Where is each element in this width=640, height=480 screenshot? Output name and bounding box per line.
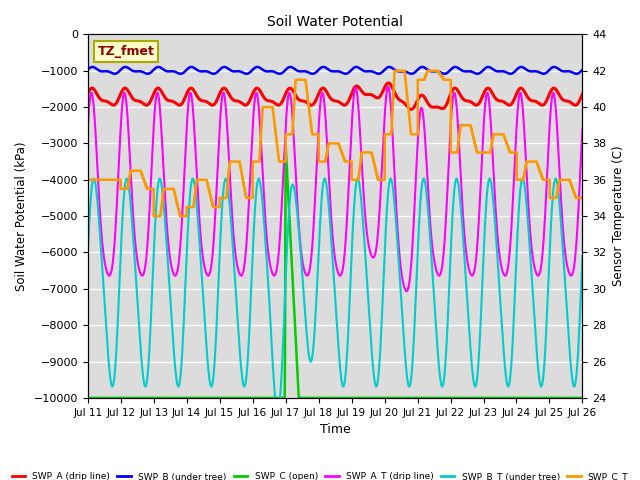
SWP_A_T (drip line) bbox=[84, 126, 92, 132]
Text: TZ_fmet: TZ_fmet bbox=[97, 45, 154, 58]
SWP_B_T (under tree) bbox=[354, 176, 362, 181]
SWP_C (open) bbox=[142, 395, 150, 401]
X-axis label: Time: Time bbox=[320, 423, 351, 436]
SWP_B_T (under tree) bbox=[122, 177, 130, 183]
SWP_B (under tree) bbox=[122, 64, 130, 70]
Line: SWP_A_T (drip line): SWP_A_T (drip line) bbox=[88, 86, 582, 291]
SWP_C_T bbox=[122, 186, 130, 192]
SWP_C_T bbox=[579, 195, 586, 201]
SWP_A_T (drip line) bbox=[122, 96, 130, 102]
SWP_B_T (under tree) bbox=[313, 283, 321, 288]
SWP_A (drip line) bbox=[313, 96, 321, 101]
SWP_B_T (under tree) bbox=[294, 217, 302, 223]
SWP_A_T (drip line) bbox=[313, 161, 321, 167]
SWP_C_T bbox=[142, 183, 150, 189]
SWP_A_T (drip line) bbox=[294, 204, 301, 210]
SWP_A (drip line) bbox=[304, 100, 312, 106]
SWP_A_T (drip line) bbox=[142, 257, 150, 263]
SWP_B_T (under tree) bbox=[142, 383, 150, 388]
SWP_C (open) bbox=[122, 395, 130, 401]
SWP_B_T (under tree) bbox=[366, 322, 374, 327]
SWP_C_T bbox=[391, 68, 399, 73]
SWP_C_T bbox=[84, 177, 92, 183]
SWP_C_T bbox=[304, 100, 312, 106]
SWP_A_T (drip line) bbox=[384, 84, 392, 89]
SWP_B (under tree) bbox=[579, 67, 586, 72]
SWP_A (drip line) bbox=[294, 96, 301, 101]
SWP_C (open) bbox=[294, 379, 302, 384]
SWP_C (open) bbox=[579, 395, 586, 401]
SWP_C_T bbox=[365, 150, 373, 156]
SWP_A_T (drip line) bbox=[365, 245, 373, 251]
SWP_B (under tree) bbox=[84, 67, 92, 72]
SWP_B (under tree) bbox=[304, 70, 312, 75]
SWP_C_T bbox=[294, 77, 302, 83]
SWP_A (drip line) bbox=[579, 91, 586, 97]
Legend: SWP_A (drip line), SWP_B (under tree), SWP_C (open), SWP_A_T (drip line), SWP_B_: SWP_A (drip line), SWP_B (under tree), S… bbox=[8, 469, 632, 480]
Y-axis label: Sensor Temperature (C): Sensor Temperature (C) bbox=[612, 146, 625, 287]
SWP_C_T bbox=[150, 213, 157, 219]
SWP_B (under tree) bbox=[474, 71, 481, 77]
SWP_A (drip line) bbox=[122, 85, 130, 91]
SWP_A (drip line) bbox=[365, 92, 373, 97]
Line: SWP_B_T (under tree): SWP_B_T (under tree) bbox=[88, 179, 582, 412]
SWP_C (open) bbox=[304, 395, 312, 401]
SWP_C_T bbox=[313, 132, 321, 137]
SWP_A (drip line) bbox=[407, 107, 415, 112]
SWP_C (open) bbox=[365, 395, 373, 401]
SWP_B (under tree) bbox=[313, 69, 321, 74]
SWP_A (drip line) bbox=[84, 91, 92, 97]
SWP_B_T (under tree) bbox=[579, 253, 586, 259]
Y-axis label: Soil Water Potential (kPa): Soil Water Potential (kPa) bbox=[15, 142, 28, 291]
SWP_C (open) bbox=[313, 395, 321, 401]
SWP_C (open) bbox=[84, 395, 92, 401]
SWP_B (under tree) bbox=[142, 71, 150, 76]
SWP_A_T (drip line) bbox=[304, 273, 312, 278]
SWP_C (open) bbox=[282, 143, 289, 149]
SWP_A (drip line) bbox=[142, 102, 150, 108]
SWP_B (under tree) bbox=[294, 68, 302, 74]
Line: SWP_C_T: SWP_C_T bbox=[88, 71, 582, 216]
Line: SWP_C (open): SWP_C (open) bbox=[88, 146, 582, 398]
SWP_B (under tree) bbox=[365, 68, 373, 74]
SWP_B_T (under tree) bbox=[84, 253, 92, 259]
SWP_B (under tree) bbox=[220, 64, 228, 70]
Line: SWP_B (under tree): SWP_B (under tree) bbox=[88, 67, 582, 74]
SWP_A (drip line) bbox=[385, 80, 392, 86]
Title: Soil Water Potential: Soil Water Potential bbox=[267, 15, 403, 29]
SWP_B_T (under tree) bbox=[274, 409, 282, 415]
SWP_A_T (drip line) bbox=[579, 126, 586, 132]
Line: SWP_A (drip line): SWP_A (drip line) bbox=[88, 83, 582, 109]
SWP_A_T (drip line) bbox=[403, 288, 410, 294]
SWP_B_T (under tree) bbox=[304, 347, 312, 352]
